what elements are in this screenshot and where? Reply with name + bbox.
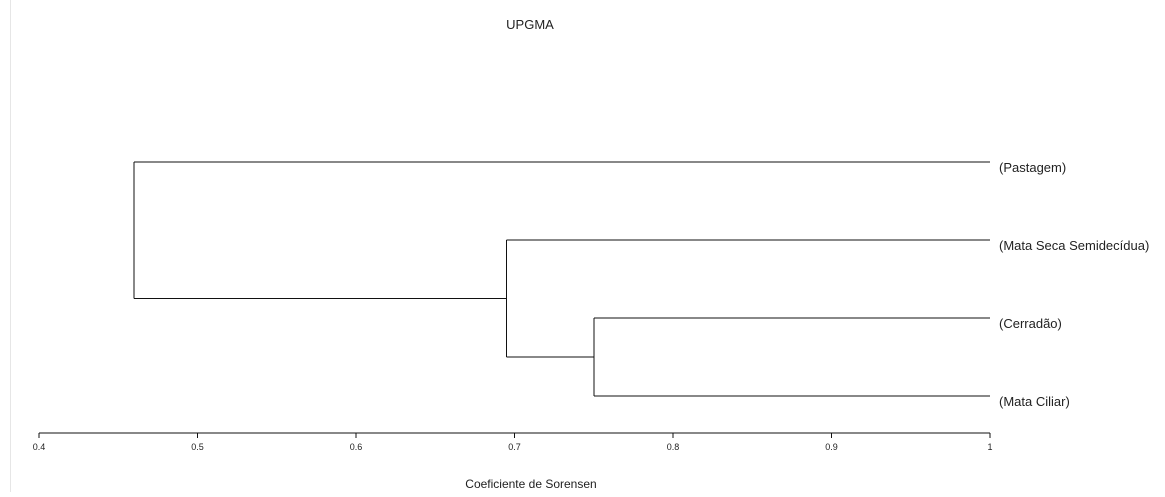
x-tick-label-0-9: 0.9 (825, 442, 838, 452)
x-tick-label-0-4: 0.4 (33, 442, 46, 452)
x-tick-label-0-8: 0.8 (667, 442, 680, 452)
x-tick-label-0-6: 0.6 (350, 442, 363, 452)
leaf-label-pastagem: (Pastagem) (999, 160, 1066, 175)
x-axis: 0.4 0.5 0.6 0.7 0.8 0.9 1 (33, 432, 993, 452)
dendrogram-tree (133, 161, 990, 397)
x-axis-label: Coeficiente de Sorensen (465, 477, 596, 491)
x-tick-label-1: 1 (987, 442, 992, 452)
leaf-label-mata-seca-semidecidua: (Mata Seca Semidecídua) (999, 238, 1149, 253)
chart-title: UPGMA (506, 17, 554, 32)
leaf-label-cerradao: (Cerradão) (999, 316, 1062, 331)
left-border-line (10, 0, 11, 492)
x-tick-label-0-7: 0.7 (508, 442, 521, 452)
leaf-labels: (Pastagem) (Mata Seca Semidecídua) (Cerrad… (999, 160, 1149, 409)
leaf-label-mata-ciliar: (Mata Ciliar) (999, 394, 1070, 409)
x-tick-label-0-5: 0.5 (191, 442, 204, 452)
